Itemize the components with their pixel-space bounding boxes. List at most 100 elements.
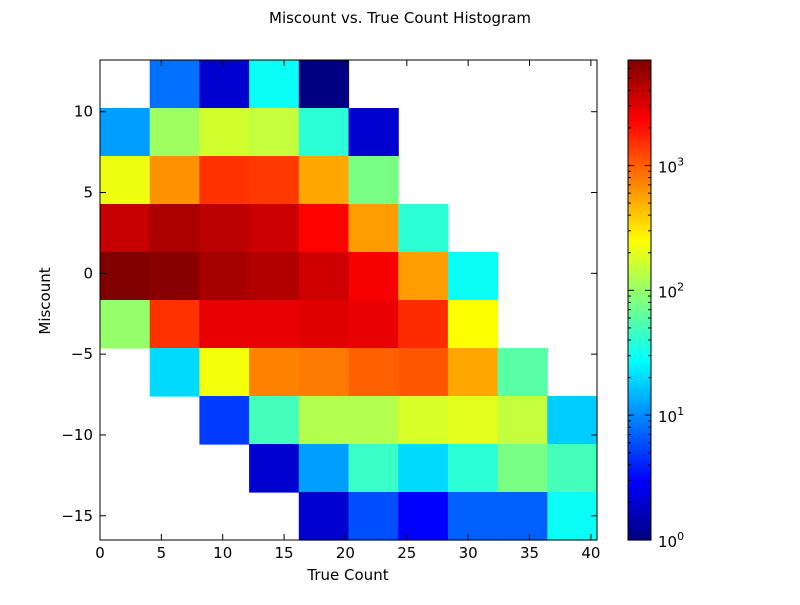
heatmap-cell	[398, 252, 449, 301]
heatmap-cell	[100, 156, 151, 205]
colorbar: 100 101 102 103	[627, 59, 684, 551]
colorbar-segment	[628, 462, 651, 466]
heatmap-cell	[149, 108, 200, 157]
y-axis-ticks: 10 5 0 −5 −10 −15	[61, 103, 597, 525]
heatmap-cell	[497, 396, 548, 445]
colorbar-segment	[628, 210, 651, 214]
colorbar-segment	[628, 120, 651, 124]
colorbar-segment	[628, 375, 651, 379]
heatmap-cell	[348, 348, 399, 397]
heatmap-cell	[100, 108, 151, 157]
colorbar-segment	[628, 81, 651, 85]
colorbar-segment	[628, 69, 651, 73]
colorbar-segment	[628, 471, 651, 475]
colorbar-segment	[628, 435, 651, 439]
colorbar-segment	[628, 489, 651, 493]
colorbar-segment	[628, 333, 651, 337]
chart-title: Miscount vs. True Count Histogram	[269, 9, 531, 27]
x-axis-ticks: 0 5 10 15 20 25 30 35 40	[95, 60, 600, 562]
heatmap-cell	[249, 156, 300, 205]
heatmap-cells	[100, 60, 598, 541]
colorbar-segment	[628, 141, 651, 145]
colorbar-segment	[628, 321, 651, 325]
colorbar-segment	[628, 417, 651, 421]
colorbar-segment	[628, 99, 651, 103]
heatmap-cell	[348, 396, 399, 445]
colorbar-frame	[627, 59, 652, 541]
colorbar-segment	[628, 450, 651, 454]
colorbar-segment	[628, 432, 651, 436]
colorbar-segment	[628, 306, 651, 310]
colorbar-tick-label: 102	[658, 280, 684, 301]
colorbar-segment	[628, 255, 651, 259]
y-tick-label: −10	[61, 426, 93, 444]
colorbar-segment	[628, 456, 651, 460]
colorbar-segment	[628, 288, 651, 292]
heatmap-cell	[547, 396, 598, 445]
colorbar-segment	[628, 384, 651, 388]
colorbar-segment	[628, 534, 651, 538]
colorbar-segment	[628, 327, 651, 331]
heatmap-cell	[298, 108, 350, 157]
colorbar-segment	[628, 390, 651, 394]
colorbar-segment	[628, 303, 651, 307]
heatmap-cell	[447, 444, 499, 493]
colorbar-segment	[628, 444, 651, 448]
colorbar-segment	[628, 465, 651, 469]
colorbar-segment	[628, 228, 651, 232]
colorbar-segment	[628, 474, 651, 478]
colorbar-segment	[628, 270, 651, 274]
colorbar-segment	[628, 459, 651, 463]
heatmap-cell	[298, 60, 350, 109]
colorbar-segment	[628, 351, 651, 355]
colorbar-segment	[628, 132, 651, 136]
y-axis-label: Miscount	[36, 267, 54, 334]
heatmap-cell	[547, 492, 598, 541]
heatmap-cell	[348, 252, 399, 301]
colorbar-segment	[628, 240, 651, 244]
colorbar-segment	[628, 324, 651, 328]
colorbar-segment	[628, 75, 651, 79]
colorbar-segment	[628, 222, 651, 226]
heatmap-cell	[249, 396, 300, 445]
heatmap-cell	[199, 156, 250, 205]
heatmap-cell	[249, 348, 300, 397]
heatmap-cell	[497, 444, 548, 493]
heatmap-cell	[149, 60, 200, 109]
heatmap-cell	[497, 348, 548, 397]
colorbar-segment	[628, 123, 651, 127]
x-tick-label: 15	[275, 544, 294, 562]
colorbar-segment	[628, 315, 651, 319]
colorbar-segment	[628, 129, 651, 133]
colorbar-segment	[628, 477, 651, 481]
colorbar-segment	[628, 249, 651, 253]
colorbar-segment	[628, 159, 651, 163]
heatmap-cell	[298, 396, 350, 445]
colorbar-segment	[628, 438, 651, 442]
colorbar-segment	[628, 90, 651, 94]
colorbar-segment	[628, 102, 651, 106]
colorbar-segment	[628, 186, 651, 190]
heatmap-cell	[447, 396, 499, 445]
heatmap-cell	[249, 252, 300, 301]
heatmap-cell	[298, 252, 350, 301]
colorbar-segment	[628, 519, 651, 523]
colorbar-segment	[628, 318, 651, 322]
colorbar-segment	[628, 189, 651, 193]
colorbar-segment	[628, 183, 651, 187]
colorbar-segment	[628, 342, 651, 346]
colorbar-segment	[628, 279, 651, 283]
x-tick-label: 20	[336, 544, 355, 562]
colorbar-segment	[628, 483, 651, 487]
y-tick-label: 0	[83, 264, 93, 282]
colorbar-segment	[628, 231, 651, 235]
x-tick-label: 0	[95, 544, 105, 562]
colorbar-segment	[628, 441, 651, 445]
colorbar-segment	[628, 405, 651, 409]
colorbar-segment	[628, 345, 651, 349]
colorbar-segment	[628, 63, 651, 67]
colorbar-segment	[628, 495, 651, 499]
colorbar-segment	[628, 162, 651, 166]
colorbar-segment	[628, 492, 651, 496]
